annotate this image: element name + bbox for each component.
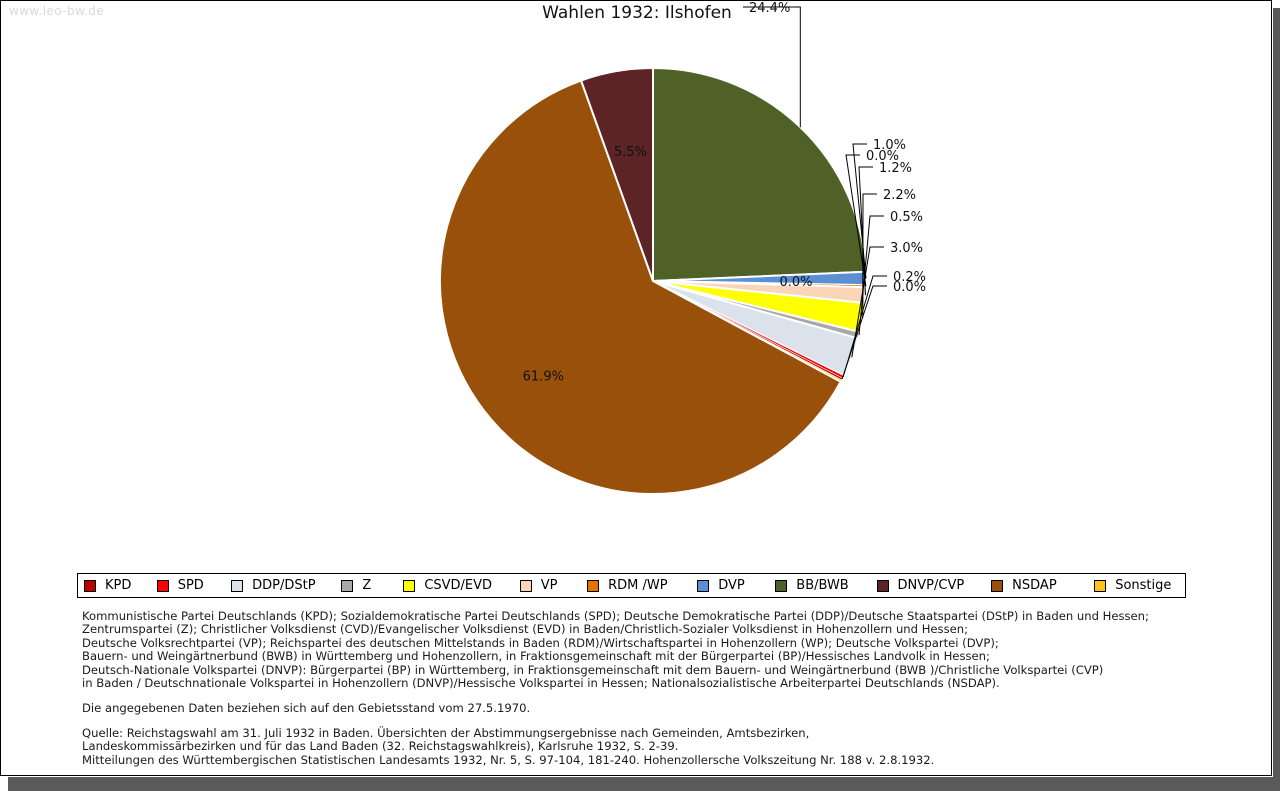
party-abbreviation-footnotes: Kommunistische Partei Deutschlands (KPD)… (82, 609, 1212, 691)
legend-color-swatch (991, 579, 1004, 592)
site-watermark: www.leo-bw.de (9, 4, 105, 18)
pie-callout-label-dvp: 1.0% (873, 138, 906, 153)
pie-slice-nsdap[interactable] (439, 79, 843, 495)
leader-line-bb-bwb (743, 6, 801, 128)
footnote-line: Kommunistische Partei Deutschlands (KPD)… (82, 609, 1149, 623)
source-line: Landeskommissärbezirken und für das Land… (82, 739, 679, 754)
pie-callout-label-spd: 0.2% (893, 270, 926, 285)
legend-color-swatch (403, 579, 416, 592)
legend-color-swatch (341, 579, 354, 592)
legend-item-label: DNVP/CVP (897, 578, 965, 593)
leader-line-z (858, 215, 884, 336)
legend-item-nsdap[interactable]: NSDAP (985, 574, 1088, 597)
legend-item-ddp-dstp[interactable]: DDP/DStP (225, 574, 335, 597)
source-line: Quelle: Reichstagswahl am 31. Juli 1932 … (82, 726, 810, 740)
pie-chart-area: 61.9% 5.5% 0.0% 24.4% 1.0% 0.0% 1.2% 2.2% 0.5% 3.… (1, 1, 1271, 561)
legend-item-vp[interactable]: VP (514, 574, 581, 597)
legend-color-swatch (775, 579, 788, 592)
pie-leader-lines-group (743, 6, 887, 380)
leader-line-dvp (852, 143, 867, 279)
legend-item-dvp[interactable]: DVP (691, 574, 769, 597)
legend-item-z[interactable]: Z (335, 574, 397, 597)
leader-line-ddp-dstp (851, 246, 884, 358)
pie-callout-label-rdm-wp: 0.0% (866, 149, 899, 164)
footnote-line: Zentrumspartei (Z); Christlicher Volksdi… (82, 622, 969, 637)
chart-legend: KPD SPD DDP/DStP Z CSVD/EVD VP RDM /WP DVP BB/BW… (77, 573, 1186, 598)
legend-item-label: NSDAP (1012, 578, 1057, 593)
legend-item-label: DDP/DStP (252, 578, 316, 593)
source-line: Mitteilungen des Württembergischen Stati… (82, 752, 935, 767)
legend-item-label: RDM /WP (608, 578, 668, 593)
footnote-line: Deutsche Volksrechtpartei (VP); Reichspa… (82, 635, 999, 650)
legend-item-label: CSVD/EVD (424, 578, 493, 593)
chart-page: www.leo-bw.de Wahlen 1932: Ilshofen 61.9… (0, 0, 1272, 776)
legend-color-swatch (231, 579, 244, 592)
territorial-status-note: Die angegebenen Daten beziehen sich auf … (82, 701, 531, 715)
pie-slice-dnvp-cvp[interactable] (579, 66, 654, 282)
leader-line-csvd-evd (862, 193, 877, 318)
legend-item-csvd-evd[interactable]: CSVD/EVD (397, 574, 513, 597)
pie-callout-label-kpd: 0.0% (893, 280, 926, 295)
pie-label-sonstige: 0.0% (779, 275, 812, 290)
footnote-line: Bauern- und Weingärtnerbund (BWB) in Wür… (82, 649, 990, 664)
pie-value-labels-group: 61.9%5.5%0.0%24.4%1.0%0.0%1.2%2.2%0.5%3.… (523, 1, 926, 385)
pie-slice-bb-bwb[interactable] (652, 66, 867, 283)
legend-item-sonstige[interactable]: Sonstige (1088, 574, 1185, 597)
leader-line-rdm-wp (845, 154, 867, 287)
legend-color-swatch (876, 579, 889, 592)
pie-label-nsdap: 61.9% (523, 370, 564, 385)
pie-callout-label-csvd-evd: 2.2% (883, 188, 916, 203)
legend-item-label: Z (362, 578, 372, 593)
leader-line-spd (842, 275, 887, 378)
legend-color-swatch (519, 579, 532, 592)
pie-chart-svg: 61.9%5.5%0.0%24.4%1.0%0.0%1.2%2.2%0.5%3.… (439, 1, 926, 495)
pie-callout-label-ddp-dstp: 3.0% (890, 241, 923, 256)
footnote-line: in Baden / Deutschnationale Volkspartei … (82, 676, 1000, 691)
legend-color-swatch (587, 579, 600, 592)
legend-color-swatch (697, 579, 710, 592)
footnote-line: Deutsch-Nationale Volkspartei (DNVP): Bü… (82, 662, 1104, 677)
pie-callout-label-z: 0.5% (890, 210, 923, 225)
legend-item-label: DVP (718, 578, 745, 593)
legend-item-bb-bwb[interactable]: BB/BWB (769, 574, 870, 597)
chart-title: Wahlen 1932: Ilshofen (542, 3, 732, 23)
legend-color-swatch (84, 579, 96, 592)
legend-color-swatch (156, 579, 169, 592)
legend-item-kpd[interactable]: KPD (78, 574, 151, 597)
legend-item-label: Sonstige (1115, 578, 1172, 593)
pie-callout-label-vp: 1.2% (879, 161, 912, 176)
legend-item-rdm-wp[interactable]: RDM /WP (581, 574, 691, 597)
legend-item-label: BB/BWB (796, 578, 849, 593)
pie-label-dnvp-cvp: 5.5% (614, 145, 647, 160)
legend-item-label: SPD (177, 578, 204, 593)
window-shadow-bottom (8, 777, 1280, 791)
pie-callout-label-bb-bwb: 24.4% (749, 1, 790, 16)
legend-item-label: KPD (105, 578, 132, 593)
legend-color-swatch (1094, 579, 1107, 592)
pie-slices-group (439, 66, 867, 495)
legend-item-label: VP (540, 578, 558, 593)
legend-item-dnvp-cvp[interactable]: DNVP/CVP (871, 574, 986, 597)
window-shadow-right (1273, 8, 1280, 791)
leader-line-kpd (841, 285, 887, 380)
legend-item-spd[interactable]: SPD (151, 574, 225, 597)
source-citation: Quelle: Reichstagswahl am 31. Juli 1932 … (82, 726, 1212, 767)
